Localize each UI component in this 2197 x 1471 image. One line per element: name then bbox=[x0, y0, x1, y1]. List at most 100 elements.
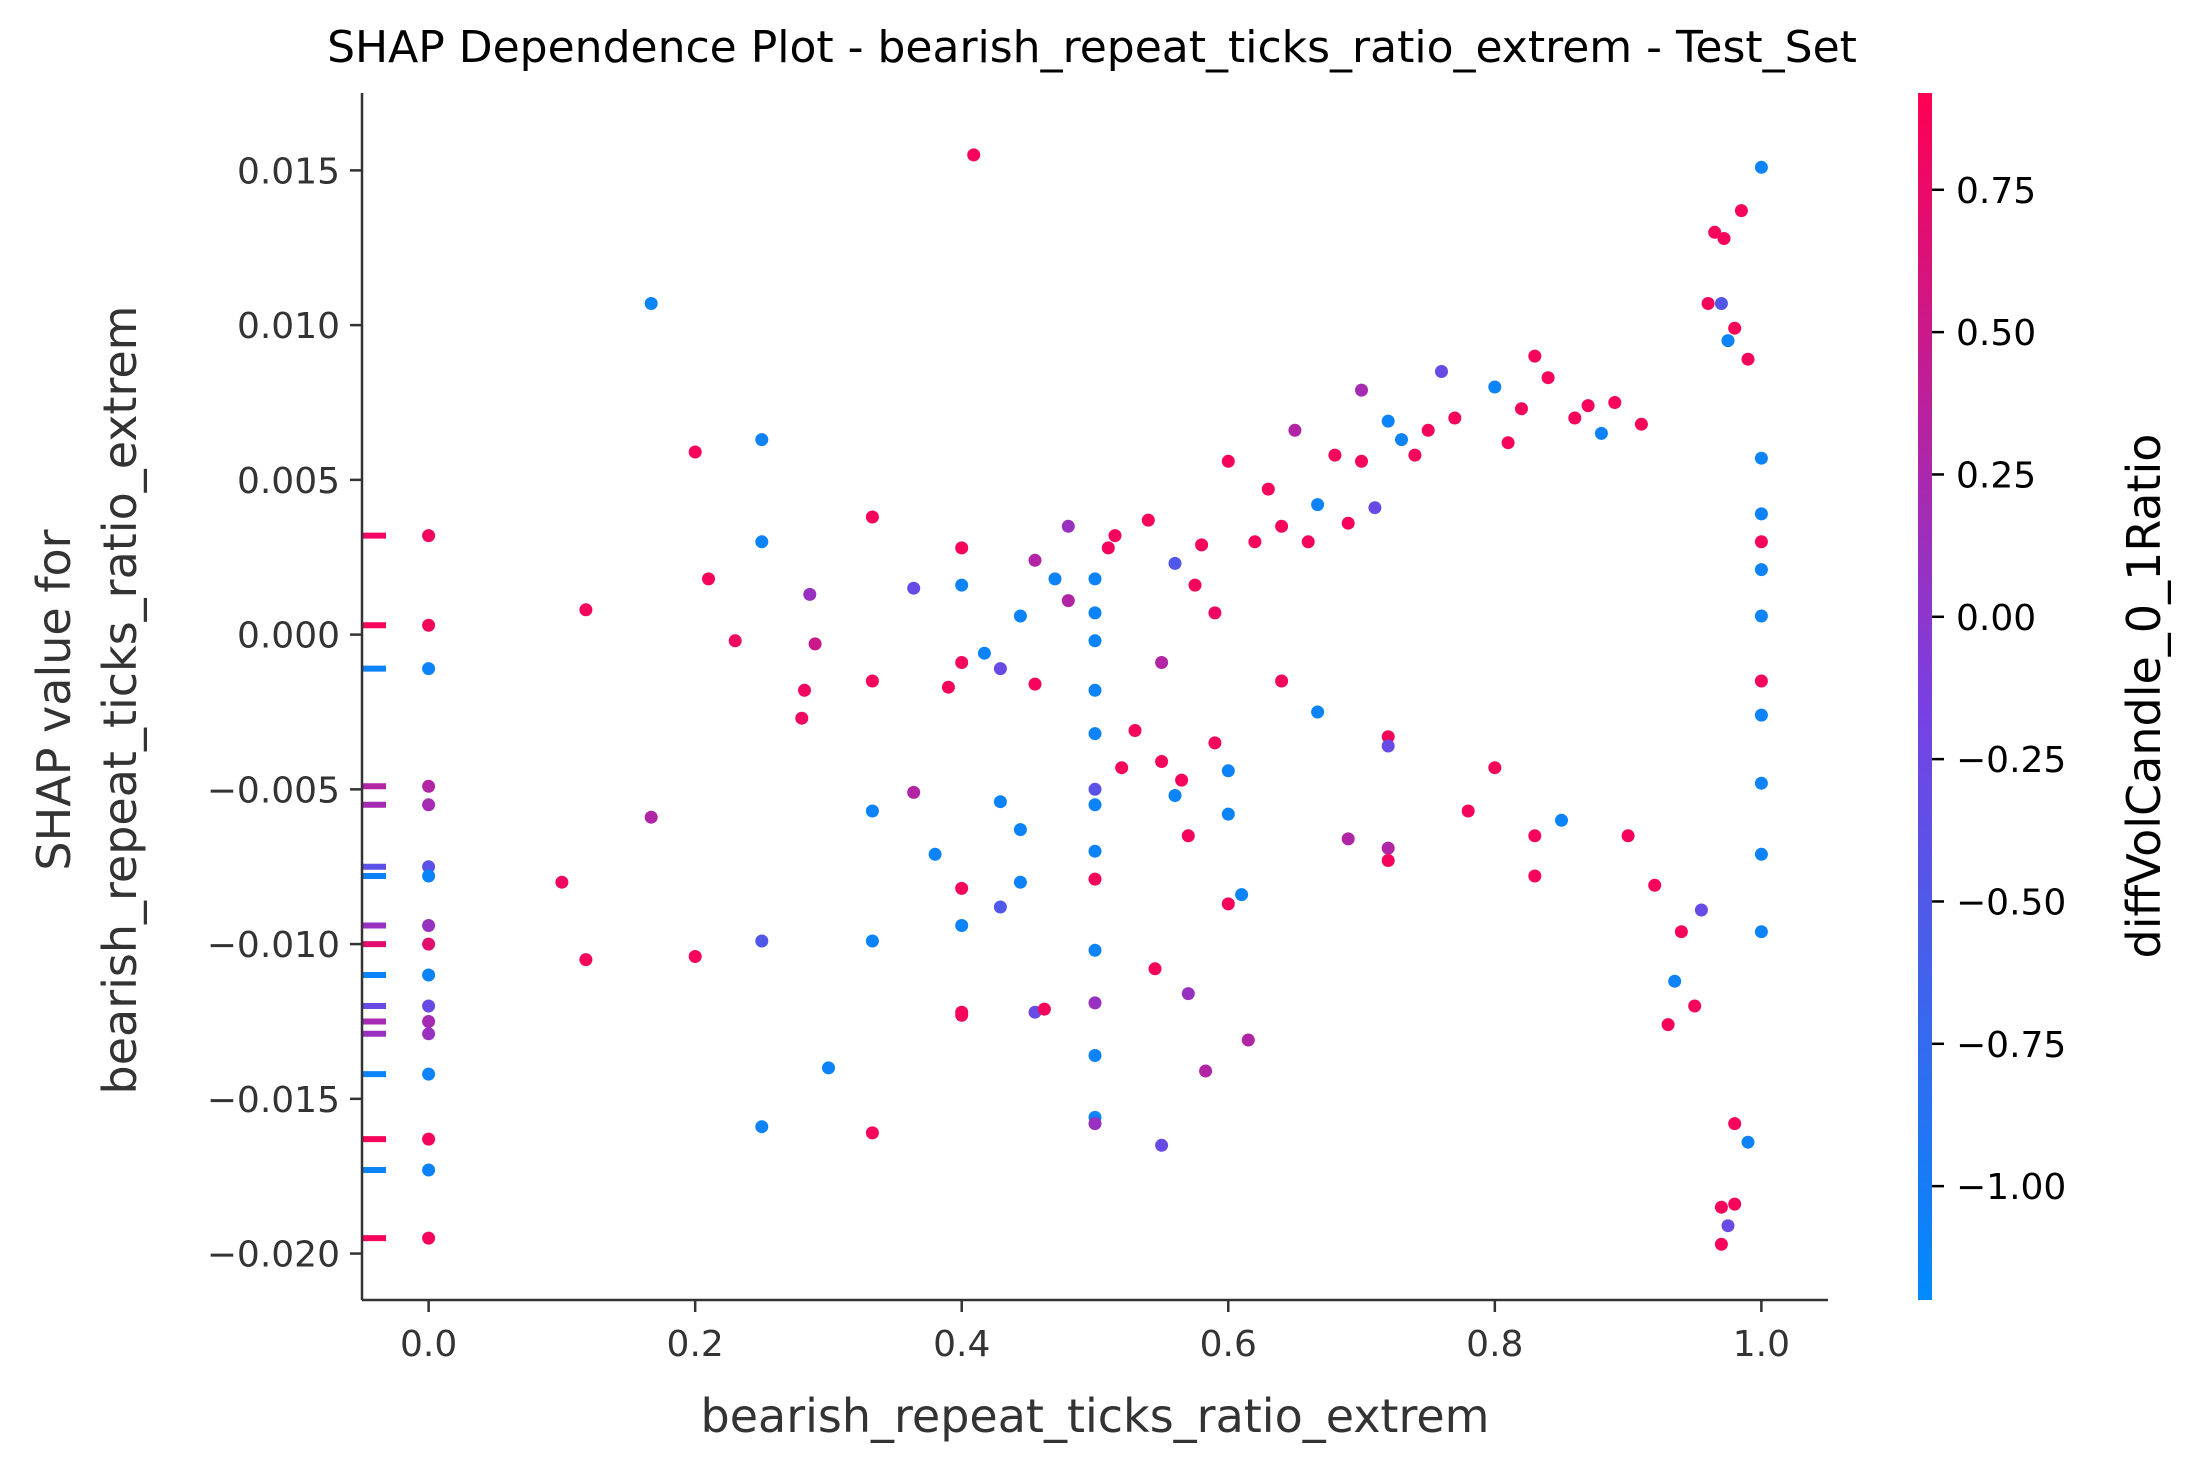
scatter-point bbox=[688, 950, 702, 963]
scatter-point bbox=[1088, 727, 1102, 741]
scatter-point bbox=[1541, 371, 1555, 385]
y-tick-label: 0.010 bbox=[237, 306, 340, 347]
scatter-point bbox=[1355, 383, 1368, 397]
colorbar-tick-label: −1.00 bbox=[1956, 1167, 2066, 1208]
scatter-point bbox=[1608, 396, 1622, 409]
scatter-point bbox=[1088, 683, 1102, 697]
scatter-point bbox=[1528, 349, 1542, 363]
scatter-point bbox=[1275, 519, 1289, 533]
scatter-point bbox=[941, 680, 955, 694]
scatter-point bbox=[798, 683, 811, 697]
scatter-point bbox=[865, 510, 879, 524]
scatter-point bbox=[808, 637, 822, 651]
scatter-point bbox=[1221, 897, 1235, 911]
y-tick-label: 0.015 bbox=[237, 151, 340, 192]
scatter-point bbox=[865, 934, 879, 948]
scatter-point bbox=[1141, 513, 1155, 527]
scatter-point bbox=[1028, 553, 1042, 567]
scatter-point bbox=[1754, 563, 1768, 577]
scatter-point bbox=[1261, 482, 1275, 496]
scatter-point bbox=[1381, 854, 1395, 867]
scatter-point bbox=[955, 919, 969, 932]
scatter-point bbox=[1594, 426, 1608, 440]
colorbar-ticks: 0.75 0.50 0.25 0.00 −0.25 −0.50 −0.75 −1.00 bbox=[1932, 171, 2066, 1208]
scatter-point bbox=[865, 1126, 879, 1140]
scatter-point bbox=[993, 795, 1007, 809]
scatter-point bbox=[967, 148, 981, 162]
scatter-point bbox=[1048, 572, 1062, 586]
scatter-point bbox=[795, 711, 809, 725]
scatter-point bbox=[422, 529, 436, 543]
scatter-point bbox=[1754, 507, 1768, 521]
scatter-point bbox=[1168, 789, 1182, 802]
y-ticks: 0.015 0.010 0.005 0.000 −0.005 −0.010 −0.015 −0… bbox=[207, 151, 362, 1276]
scatter-point bbox=[1674, 925, 1688, 939]
scatter-point bbox=[1708, 225, 1722, 239]
scatter-point bbox=[1208, 606, 1222, 620]
scatter-point bbox=[1528, 829, 1542, 843]
scatter-point bbox=[907, 581, 921, 595]
scatter-point bbox=[422, 779, 436, 793]
scatter-point bbox=[728, 634, 742, 648]
colorbar-tick-label: 0.00 bbox=[1956, 598, 2036, 639]
scatter-point bbox=[1013, 609, 1027, 623]
scatter-point bbox=[422, 1015, 436, 1028]
scatter-point bbox=[1501, 436, 1515, 450]
colorbar-tick-label: 0.25 bbox=[1956, 455, 2036, 496]
scatter-point bbox=[1668, 974, 1682, 988]
y-axis-label-line2: bearish_repeat_ticks_ratio_extrem bbox=[93, 306, 147, 1095]
scatter-point bbox=[422, 798, 436, 812]
scatter-point bbox=[977, 646, 991, 660]
scatter-point bbox=[955, 656, 969, 669]
scatter-point bbox=[422, 1067, 436, 1081]
scatter-point bbox=[1088, 844, 1102, 858]
scatter-point bbox=[955, 1008, 969, 1022]
scatter-point bbox=[1555, 813, 1568, 827]
scatter-point bbox=[422, 1027, 436, 1041]
scatter-point bbox=[1741, 1135, 1755, 1149]
scatter-point bbox=[955, 881, 969, 895]
scatter-point bbox=[1235, 888, 1249, 902]
scatter-point bbox=[1221, 454, 1235, 468]
scatter-point bbox=[1155, 656, 1169, 669]
scatter-point bbox=[1088, 782, 1102, 796]
scatter-point bbox=[422, 618, 436, 632]
scatter-point bbox=[1037, 1002, 1051, 1016]
scatter-point bbox=[993, 900, 1007, 914]
scatter-point bbox=[422, 869, 436, 883]
scatter-point bbox=[1728, 1117, 1742, 1131]
scatter-point bbox=[422, 968, 436, 982]
scatter-point bbox=[1355, 454, 1368, 468]
scatter-point bbox=[1088, 1117, 1102, 1131]
scatter-point bbox=[1728, 321, 1742, 335]
scatter-point bbox=[1221, 807, 1235, 821]
x-tick-label: 0.2 bbox=[667, 1324, 724, 1365]
colorbar-tick-label: 0.50 bbox=[1956, 313, 2036, 354]
colorbar bbox=[1918, 93, 1932, 1300]
scatter-point bbox=[422, 1231, 436, 1245]
scatter-point bbox=[803, 587, 817, 601]
scatter-point bbox=[1714, 1237, 1728, 1251]
scatter-point bbox=[1013, 875, 1027, 889]
scatter-point bbox=[1175, 773, 1189, 787]
scatter-point bbox=[422, 919, 436, 932]
scatter-point bbox=[1088, 634, 1102, 648]
scatter-point bbox=[1754, 708, 1768, 722]
scatter-point bbox=[1328, 448, 1342, 462]
colorbar-label: diffVolCandle_0_1Ratio bbox=[2117, 434, 2171, 959]
scatter-point bbox=[1728, 1197, 1742, 1211]
scatter-point bbox=[1188, 578, 1202, 592]
x-tick-label: 0.0 bbox=[400, 1324, 457, 1365]
scatter-point bbox=[1275, 674, 1289, 688]
scatter-point bbox=[928, 847, 942, 861]
scatter-point bbox=[1061, 594, 1075, 608]
scatter-point bbox=[1248, 535, 1262, 549]
scatter-point bbox=[955, 541, 969, 555]
y-axis-label-line1: SHAP value for bbox=[27, 529, 81, 870]
scatter-point bbox=[1754, 535, 1768, 549]
scatter-point bbox=[1694, 903, 1708, 917]
x-tick-label: 1.0 bbox=[1733, 1324, 1790, 1365]
scatter-point bbox=[1754, 451, 1768, 465]
scatter-point bbox=[1088, 996, 1102, 1010]
scatter-point bbox=[1208, 736, 1222, 750]
